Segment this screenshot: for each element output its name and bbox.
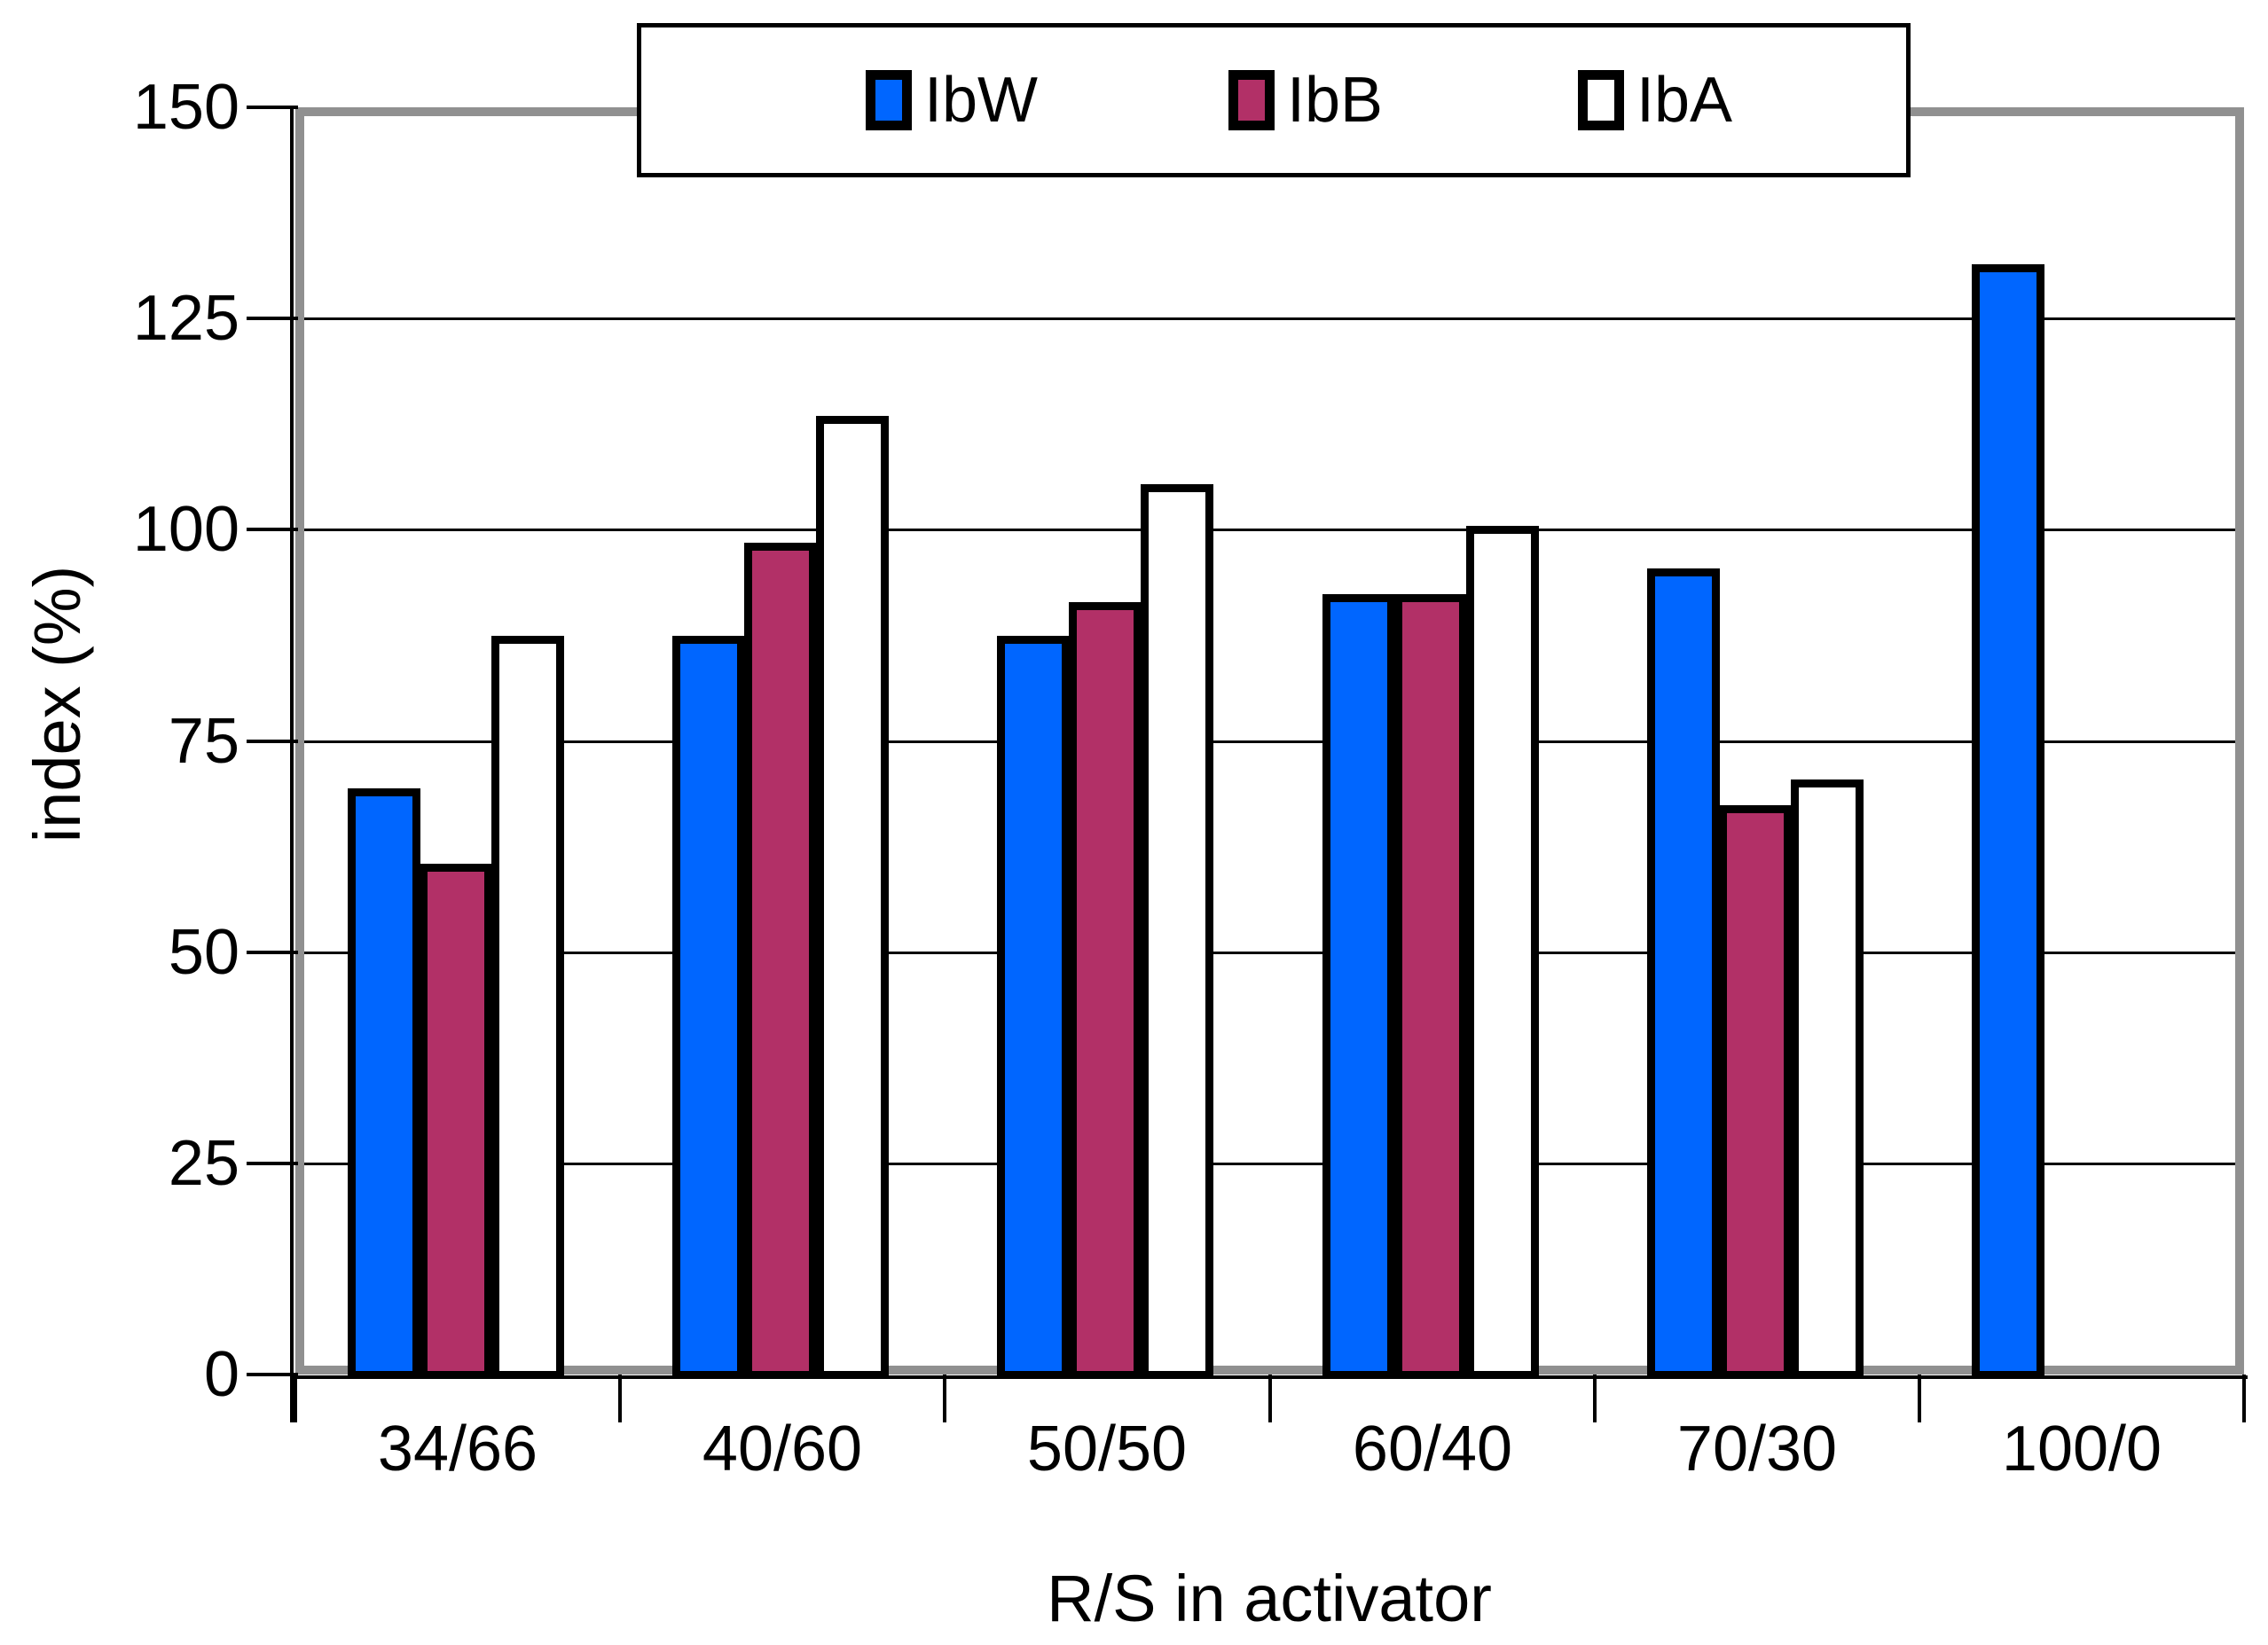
bar-IbW-100/0 bbox=[1972, 264, 2044, 1379]
bar-IbB-60/40 bbox=[1394, 594, 1467, 1379]
x-tick bbox=[618, 1375, 622, 1422]
y-tick bbox=[247, 528, 298, 531]
bar-IbW-40/60 bbox=[672, 636, 745, 1379]
legend-swatch-IbW bbox=[866, 70, 912, 130]
bar-IbB-50/50 bbox=[1069, 602, 1142, 1379]
y-gridline bbox=[304, 529, 2235, 531]
legend-label-IbA: IbA bbox=[1636, 65, 1733, 136]
x-tick bbox=[294, 1375, 297, 1422]
legend-item-IbA: IbA bbox=[1578, 27, 1732, 173]
legend-swatch-IbB bbox=[1228, 70, 1275, 130]
y-tick bbox=[247, 740, 298, 743]
legend-label-IbW: IbW bbox=[924, 65, 1039, 136]
y-axis-line bbox=[290, 107, 294, 1422]
y-gridline bbox=[304, 952, 2235, 954]
bar-IbA-60/40 bbox=[1466, 526, 1539, 1379]
x-tick bbox=[943, 1375, 946, 1422]
legend-swatch-IbA bbox=[1578, 70, 1624, 130]
x-category-label: 50/50 bbox=[1026, 1414, 1188, 1484]
y-tick bbox=[247, 317, 298, 320]
bar-IbA-34/66 bbox=[491, 636, 564, 1379]
bar-IbA-50/50 bbox=[1141, 484, 1213, 1379]
y-tick-label: 0 bbox=[203, 1339, 239, 1410]
x-tick bbox=[2242, 1375, 2246, 1422]
x-category-label: 60/40 bbox=[1352, 1414, 1513, 1484]
y-tick bbox=[247, 1162, 298, 1165]
y-tick bbox=[247, 106, 298, 109]
y-tick bbox=[247, 951, 298, 954]
x-category-label: 70/30 bbox=[1676, 1414, 1838, 1484]
bar-IbA-40/60 bbox=[816, 416, 889, 1379]
x-tick bbox=[1593, 1375, 1597, 1422]
x-axis-title: R/S in activator bbox=[1047, 1562, 1492, 1635]
legend: IbW IbB IbA bbox=[637, 23, 1911, 177]
y-tick-label: 25 bbox=[168, 1128, 239, 1199]
bar-IbB-34/66 bbox=[420, 864, 492, 1379]
y-axis-title: index (%) bbox=[20, 565, 94, 843]
y-tick-label: 150 bbox=[132, 72, 239, 143]
y-tick bbox=[247, 1373, 298, 1376]
x-tick bbox=[1268, 1375, 1272, 1422]
y-gridline bbox=[304, 317, 2235, 320]
x-axis-line bbox=[290, 1375, 2248, 1379]
x-category-label: 100/0 bbox=[2001, 1414, 2162, 1484]
legend-label-IbB: IbB bbox=[1287, 65, 1384, 136]
y-tick-label: 100 bbox=[132, 494, 239, 565]
bar-IbW-34/66 bbox=[348, 788, 420, 1379]
bar-IbB-40/60 bbox=[744, 543, 817, 1379]
bar-IbB-70/30 bbox=[1719, 805, 1792, 1379]
bar-IbW-50/50 bbox=[997, 636, 1070, 1379]
x-tick bbox=[1918, 1375, 1921, 1422]
y-gridline bbox=[304, 740, 2235, 743]
y-tick-label: 50 bbox=[168, 917, 239, 988]
bar-IbW-60/40 bbox=[1322, 594, 1395, 1379]
y-tick-label: 125 bbox=[132, 283, 239, 354]
bar-IbA-70/30 bbox=[1791, 779, 1864, 1379]
y-tick-label: 75 bbox=[168, 706, 239, 777]
x-category-label: 34/66 bbox=[377, 1414, 538, 1484]
bar-IbW-70/30 bbox=[1647, 568, 1720, 1379]
y-gridline bbox=[304, 1163, 2235, 1165]
legend-item-IbB: IbB bbox=[1228, 27, 1383, 173]
x-category-label: 40/60 bbox=[702, 1414, 863, 1484]
legend-item-IbW: IbW bbox=[866, 27, 1038, 173]
